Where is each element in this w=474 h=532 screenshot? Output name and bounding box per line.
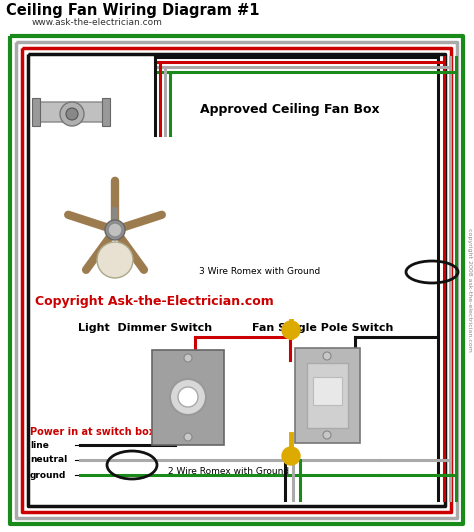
Circle shape <box>60 102 84 126</box>
Text: www.ask-the-electrician.com: www.ask-the-electrician.com <box>32 18 163 27</box>
Text: ground: ground <box>30 470 66 479</box>
Circle shape <box>323 352 331 360</box>
Circle shape <box>66 108 78 120</box>
Text: Power in at switch box:: Power in at switch box: <box>30 427 159 437</box>
Circle shape <box>97 242 133 278</box>
Text: copyright 2008 ask-the-electrician.com: copyright 2008 ask-the-electrician.com <box>467 228 473 352</box>
Text: line: line <box>30 440 49 450</box>
Bar <box>152 350 224 445</box>
Text: Ceiling Fan Wiring Diagram #1: Ceiling Fan Wiring Diagram #1 <box>6 3 259 18</box>
Circle shape <box>184 433 192 441</box>
Bar <box>32 98 40 126</box>
Text: Light  Dimmer Switch: Light Dimmer Switch <box>78 323 212 333</box>
Bar <box>295 348 360 443</box>
Text: Fan Single Pole Switch: Fan Single Pole Switch <box>252 323 394 333</box>
Bar <box>102 98 110 126</box>
Text: Copyright Ask-the-Electrician.com: Copyright Ask-the-Electrician.com <box>35 295 274 309</box>
Text: 2 Wire Romex with Ground: 2 Wire Romex with Ground <box>168 468 289 477</box>
Circle shape <box>178 387 198 407</box>
Text: 3 Wire Romex with Ground: 3 Wire Romex with Ground <box>199 268 320 277</box>
FancyBboxPatch shape <box>33 102 107 122</box>
Bar <box>313 377 342 405</box>
Text: neutral: neutral <box>30 455 67 464</box>
Circle shape <box>282 447 300 465</box>
Text: Approved Ceiling Fan Box: Approved Ceiling Fan Box <box>200 104 380 117</box>
Circle shape <box>170 379 206 415</box>
Circle shape <box>105 220 125 240</box>
Circle shape <box>108 223 122 237</box>
Bar <box>307 363 348 428</box>
Circle shape <box>184 354 192 362</box>
Circle shape <box>323 431 331 439</box>
Circle shape <box>282 321 300 339</box>
